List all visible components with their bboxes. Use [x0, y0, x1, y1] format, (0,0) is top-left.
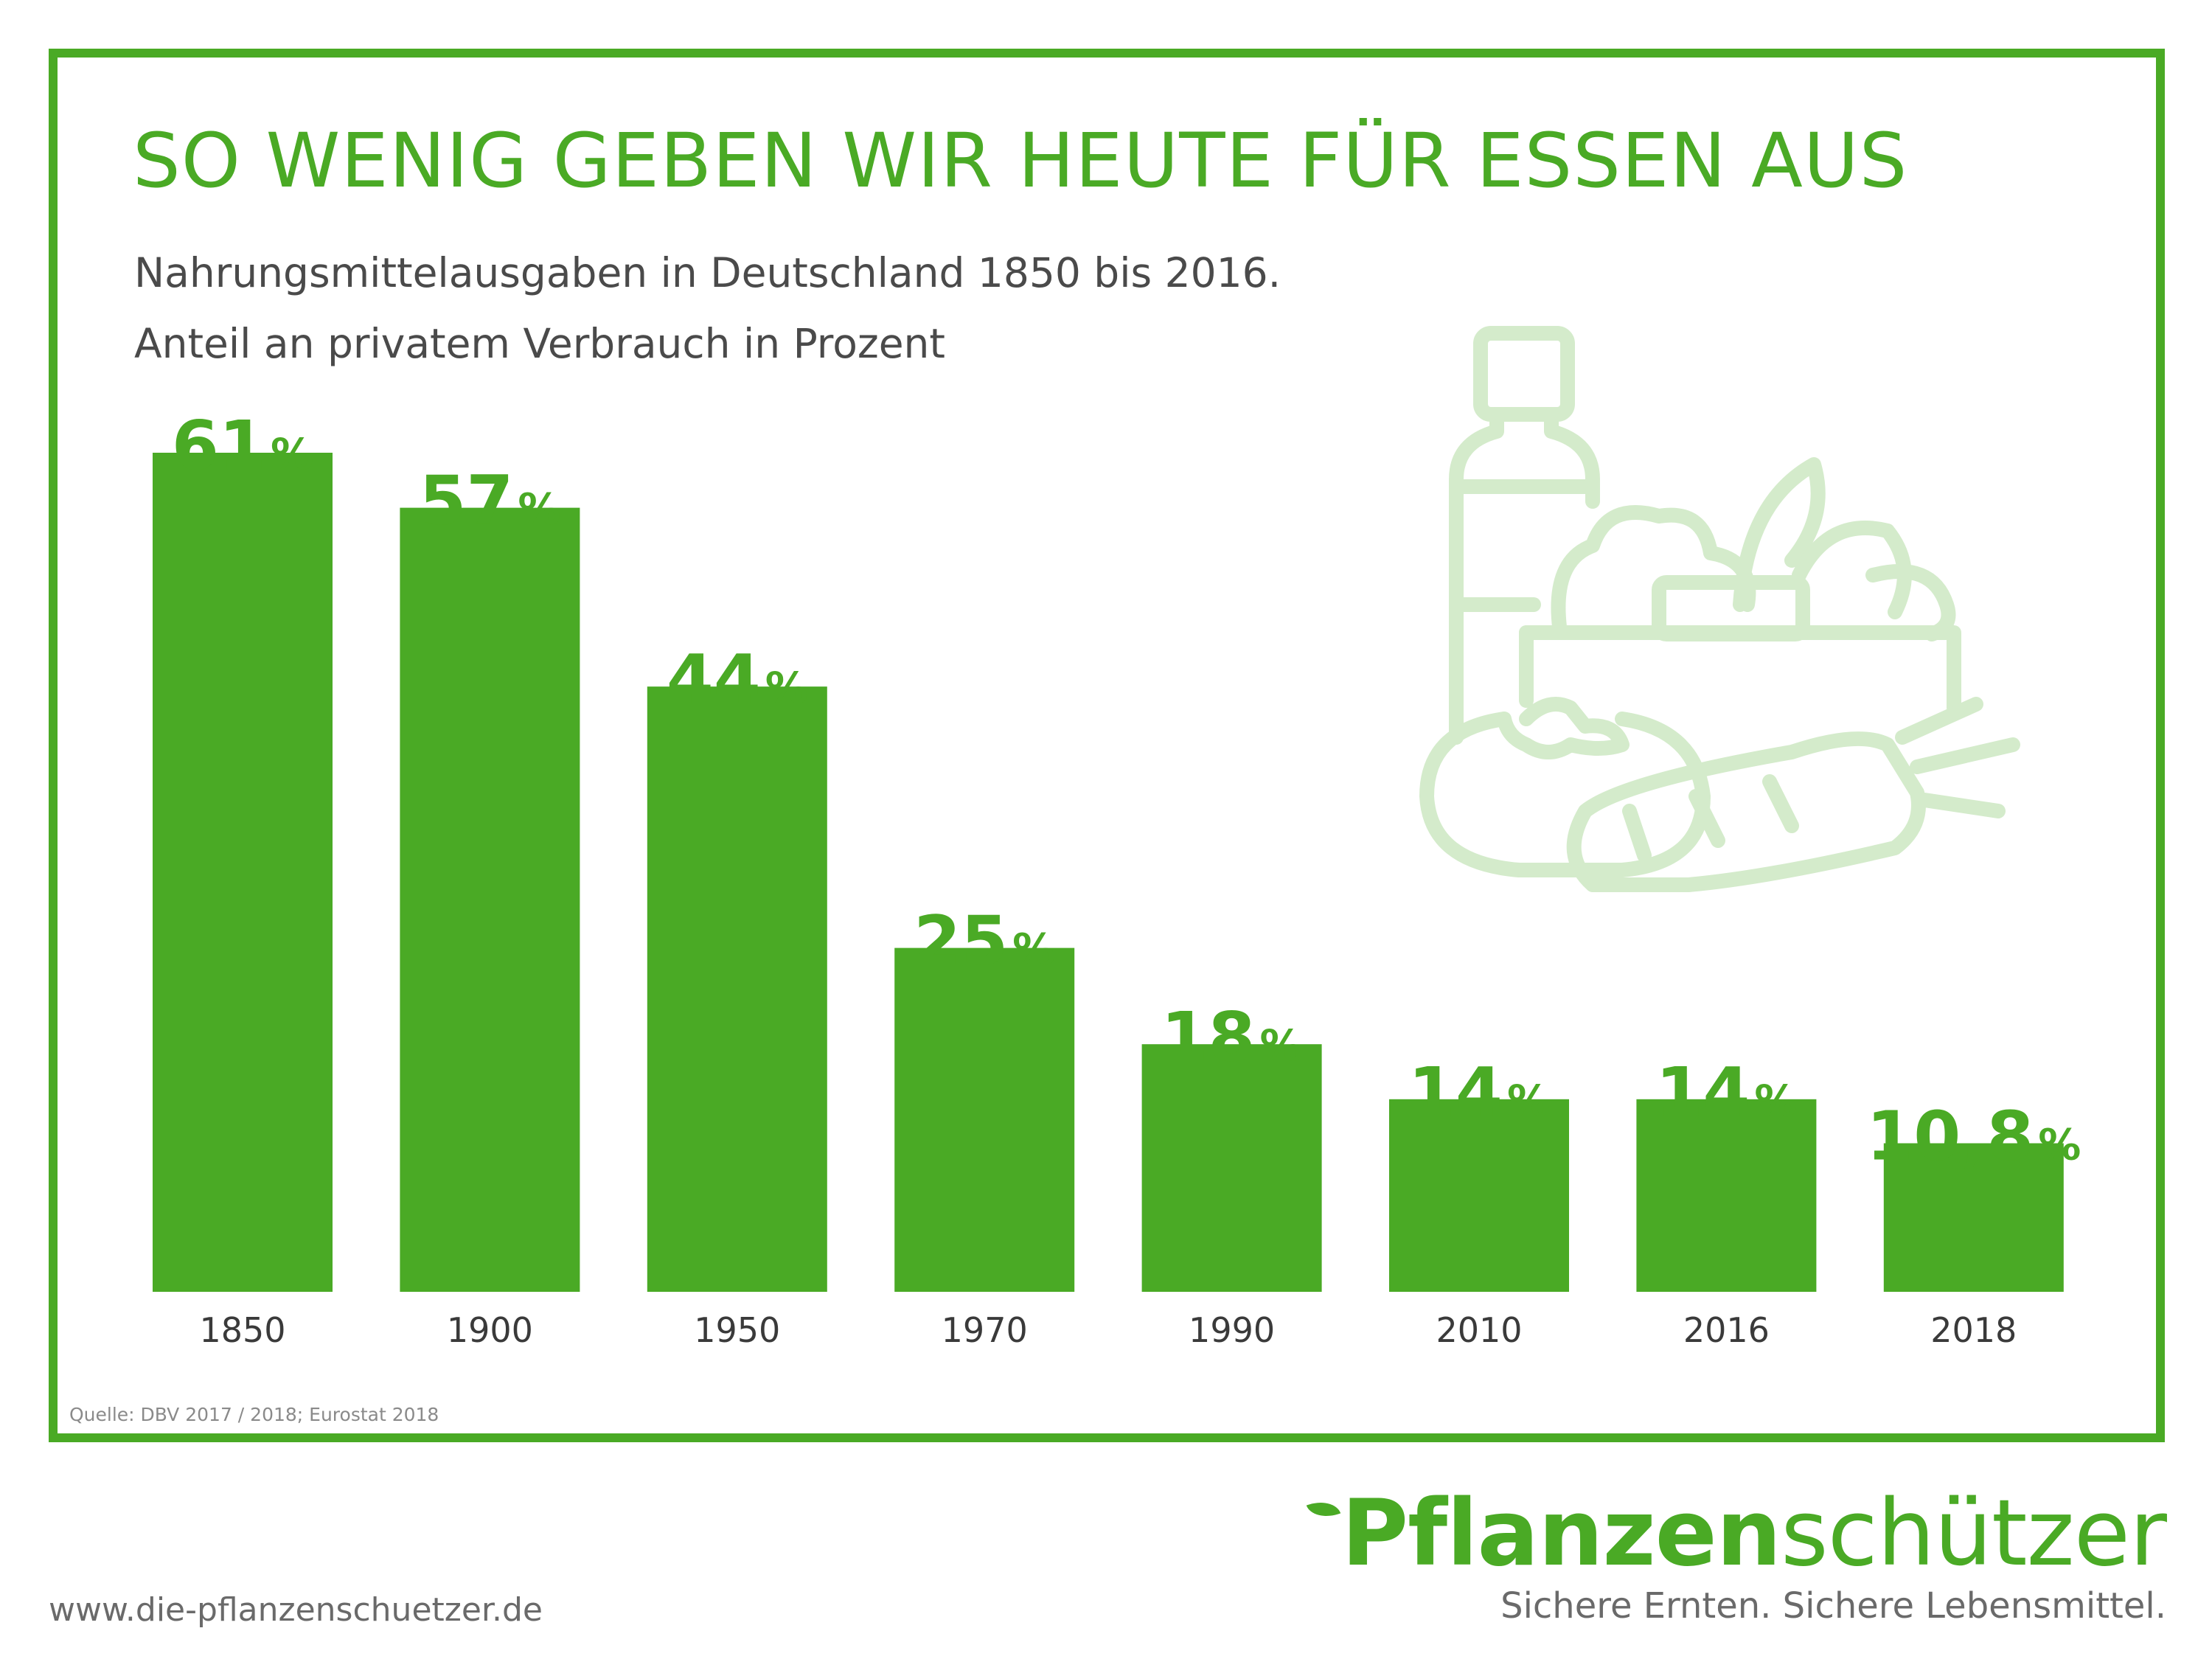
source-note: Quelle: DBV 2017 / 2018; Eurostat 2018 — [69, 1404, 439, 1425]
data-label-2016: 14% — [1655, 1053, 1797, 1132]
data-label-1850: 61% — [172, 406, 313, 485]
bar-1900 — [400, 507, 580, 1292]
subtitle-line-1: Nahrungsmittelausgaben in Deutschland 18… — [134, 249, 1281, 296]
bar-1850 — [153, 453, 333, 1292]
x-tick-1990: 1990 — [1189, 1310, 1275, 1350]
x-tick-1970: 1970 — [942, 1310, 1028, 1350]
logo-wordmark: Pflanzenschützer — [1306, 1488, 2167, 1579]
bar-1990 — [1141, 1044, 1322, 1292]
subtitle: Nahrungsmittelausgaben in Deutschland 18… — [134, 237, 1281, 379]
data-label-1970: 25% — [914, 902, 1055, 981]
data-label-1900: 57% — [419, 462, 560, 540]
logo-light-part: schützer — [1781, 1481, 2167, 1587]
subtitle-line-2: Anteil an privatem Verbrauch in Prozent — [134, 320, 945, 367]
bar-1970 — [894, 947, 1075, 1292]
leaf-icon — [1306, 1495, 1341, 1524]
x-tick-2010: 2010 — [1436, 1310, 1522, 1350]
logo-tagline: Sichere Ernten. Sichere Lebensmittel. — [1500, 1585, 2166, 1627]
chart-frame — [49, 49, 2165, 1442]
brand-logo: Pflanzenschützer Sichere Ernten. Sichere… — [1306, 1488, 2167, 1627]
x-tick-2016: 2016 — [1683, 1310, 1770, 1350]
data-label-1950: 44% — [667, 640, 808, 719]
data-label-2018: 10,8% — [1866, 1097, 2081, 1176]
data-label-2010: 14% — [1408, 1053, 1550, 1132]
x-tick-1900: 1900 — [447, 1310, 533, 1350]
bar-2016 — [1636, 1099, 1817, 1292]
data-label-1990: 18% — [1161, 998, 1303, 1077]
x-tick-1850: 1850 — [199, 1310, 285, 1350]
logo-bold-part: Pflanzen — [1341, 1481, 1781, 1587]
x-tick-1950: 1950 — [694, 1310, 780, 1350]
page-title: SO WENIG GEBEN WIR HEUTE FÜR ESSEN AUS — [133, 117, 1908, 205]
website-link[interactable]: www.die-pflanzenschuetzer.de — [49, 1591, 543, 1629]
bar-1950 — [647, 686, 827, 1292]
bar-2018 — [1883, 1143, 2064, 1292]
x-tick-2018: 2018 — [1930, 1310, 2017, 1350]
bar-2010 — [1389, 1099, 1569, 1292]
